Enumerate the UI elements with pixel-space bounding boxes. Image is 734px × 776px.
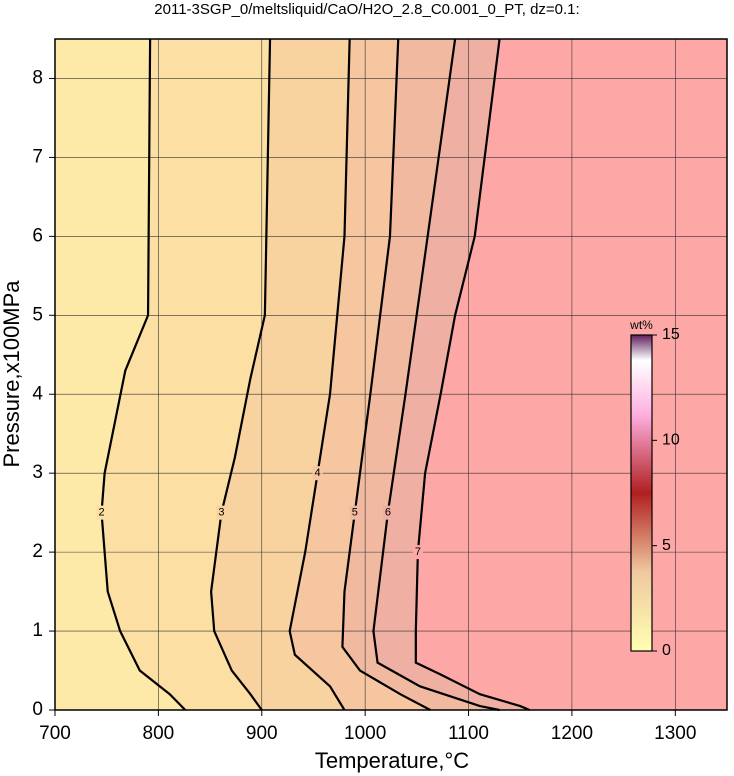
y-tick-label: 2: [32, 541, 43, 562]
contour-label-bg: [312, 466, 323, 481]
y-tick-label: 0: [32, 699, 43, 720]
contour-line: [372, 38, 500, 712]
colorbar: [630, 334, 653, 652]
x-tick-label: 1100: [448, 723, 489, 744]
contour-label-bg: [96, 505, 107, 520]
y-tick-label: 6: [32, 225, 43, 246]
x-tick-label: 900: [246, 723, 278, 744]
contour-line: [100, 38, 187, 711]
contour-label: 5: [352, 507, 358, 519]
colorbar-tick-label: 5: [662, 537, 671, 554]
contour-line: [414, 38, 530, 712]
y-tick-label: 8: [32, 67, 43, 88]
chart-title: 2011-3SGP_0/meltsliquid/CaO/H2O_2.8_C0.0…: [154, 1, 579, 18]
x-tick-label: 800: [143, 723, 175, 744]
y-tick-label: 3: [32, 462, 43, 483]
contour-line: [288, 38, 351, 711]
y-tick-label: 4: [32, 383, 43, 404]
x-tick-label: 1300: [654, 723, 696, 744]
y-tick-label: 1: [32, 620, 43, 641]
colorbar-tick-label: 0: [662, 642, 671, 659]
x-tick-label: 700: [39, 723, 71, 744]
contour-label: 3: [218, 507, 224, 519]
contour-label: 2: [98, 507, 104, 519]
contour-line: [210, 38, 272, 711]
x-tick-label: 1000: [344, 723, 386, 744]
colorbar-label: wt%: [629, 318, 653, 332]
plot-frame: [54, 38, 728, 711]
contour-label: 4: [315, 467, 321, 479]
contour-label: 6: [385, 507, 391, 519]
contour-label-bg: [412, 545, 423, 560]
colorbar-tick-label: 10: [662, 432, 680, 449]
contour-label-bg: [349, 505, 360, 520]
y-axis-label: Pressure,x100MPa: [0, 280, 24, 468]
contour-label-bg: [216, 505, 227, 520]
contour-label: 7: [415, 546, 421, 558]
colorbar-tick-label: 15: [662, 326, 680, 343]
x-tick-label: 1200: [551, 723, 593, 744]
contour-label-bg: [382, 505, 393, 520]
y-tick-label: 7: [32, 146, 43, 167]
y-tick-label: 5: [32, 304, 43, 325]
x-axis-label: Temperature,°C: [315, 748, 469, 773]
contour-line: [341, 38, 431, 711]
